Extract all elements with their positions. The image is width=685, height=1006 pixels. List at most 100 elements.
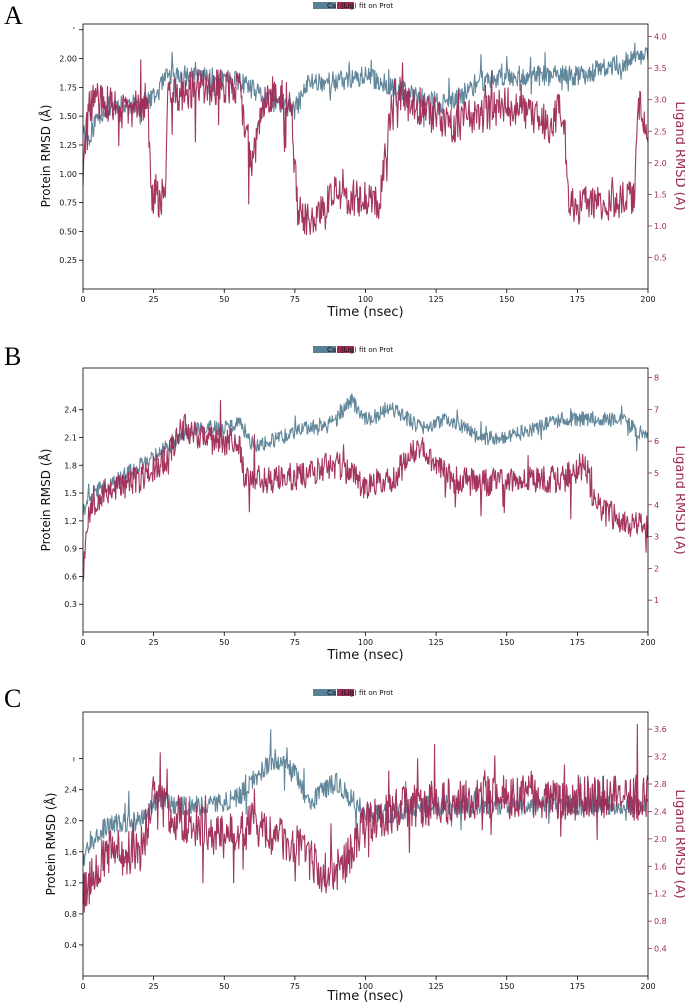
y-tick-label-left: 2.4 — [64, 786, 77, 795]
x-tick-label: 0 — [80, 295, 85, 304]
legend-label-ligand: (Lig) fit on Prot — [341, 346, 393, 354]
y-tick-label-right: 3.5 — [654, 64, 667, 73]
tick-layer: 0 25 50 75 100 125 150 175 2000.30.60.91.21.51.8… — [64, 374, 659, 647]
legend-label-ligand: (Lig) fit on Prot — [341, 689, 393, 697]
x-tick-label: 0 — [80, 638, 85, 647]
legend-label-ligand: (Lig) fit on Prot — [341, 2, 393, 10]
y-tick-label-left: 2.00 — [59, 55, 77, 64]
y-axis-label-left: Protein RMSD (Å) — [43, 793, 58, 896]
x-axis-label: Time (nsec) — [326, 648, 403, 663]
x-tick-label: 175 — [570, 638, 585, 647]
y-tick-label-right: 3 — [654, 533, 659, 542]
y-tick-label-left: 1.2 — [64, 517, 77, 526]
y-tick-label-left: 0.6 — [64, 572, 77, 581]
y-axis-label-right: Ligand RMSD (Å) — [672, 445, 685, 554]
plot-area — [82, 723, 649, 913]
y-tick-label-right: 4 — [654, 501, 659, 510]
y-axis-label-right: Ligand RMSD (Å) — [672, 789, 685, 898]
plot-frame — [82, 23, 649, 290]
y-tick-label-right: 3.2 — [654, 753, 667, 762]
legend: Ca (Lig) fit on Prot — [313, 689, 393, 697]
y-tick-label-right: 2.4 — [654, 807, 667, 816]
y-tick-label-left: 1.75 — [59, 83, 77, 92]
series-line-ligand — [82, 59, 649, 236]
y-tick-label-left: 1.5 — [64, 489, 77, 498]
y-tick-label-left: 0.8 — [64, 910, 77, 919]
x-tick-label: 100 — [358, 295, 373, 304]
legend: Ca (Lig) fit on Prot — [313, 346, 393, 354]
tick-layer: 0 25 50 75 100 125 150 175 200 0.25 0.50 0.75 1.00 1.… — [59, 26, 667, 304]
y-tick-label-right: 0.8 — [654, 917, 667, 926]
x-tick-label: 200 — [640, 295, 655, 304]
x-tick-label: 200 — [640, 638, 655, 647]
series-line-ligand — [82, 399, 649, 582]
legend-swatch-ligand — [337, 689, 354, 696]
legend-swatch-ligand — [337, 346, 354, 353]
y-tick-label-left: 1.6 — [64, 848, 77, 857]
y-tick-label-right: 7 — [654, 405, 659, 414]
y-tick-label-left: 2.1 — [64, 433, 77, 442]
y-tick-label-right: 3.0 — [654, 96, 667, 105]
legend-swatch-ligand — [337, 2, 354, 9]
x-tick-label: 75 — [290, 295, 300, 304]
y-tick-label-left: 0.50 — [59, 227, 77, 236]
y-axis-label-right: Ligand RMSD (Å) — [672, 101, 685, 210]
y-tick-label-left: 0.4 — [64, 941, 77, 950]
x-tick-label: 0 — [80, 982, 85, 991]
y-tick-label-right: 3.6 — [654, 725, 667, 734]
x-axis-label: Time (nsec) — [326, 305, 403, 320]
panel-letter-a: A — [4, 1, 23, 30]
y-tick-label-left: 1.00 — [59, 170, 77, 179]
x-tick-label: 150 — [499, 638, 514, 647]
x-tick-label: 125 — [428, 295, 443, 304]
y-axis-label-left: Protein RMSD (Å) — [38, 449, 53, 552]
x-tick-label: 200 — [640, 982, 655, 991]
legend-label-protein: Ca — [327, 689, 336, 697]
series-line-ligand — [82, 723, 649, 913]
x-tick-label: 75 — [290, 638, 300, 647]
y-tick-label-right: 8 — [654, 374, 659, 383]
y-tick-label-left: 1.50 — [59, 112, 77, 121]
y-tick-label-right: 2.0 — [654, 159, 667, 168]
panel-letter-b: B — [4, 342, 21, 371]
x-axis-label: Time (nsec) — [326, 989, 403, 1004]
panel-a: A Ca (Lig) fit on Prot 0 25 50 75 100 125 150 1… — [4, 1, 685, 320]
y-tick-label-left: 0.25 — [59, 256, 77, 265]
panel-c: C Ca (Lig) fit on Prot 0 25 50 75 100 125 150 1… — [4, 684, 685, 1004]
y-tick-label-left: 0.3 — [64, 600, 77, 609]
legend-label-protein: Ca — [327, 2, 336, 10]
y-tick-label-right: 2.8 — [654, 780, 667, 789]
y-tick-label-left: ' — [73, 26, 75, 35]
plot-area — [82, 42, 649, 236]
x-tick-label: 125 — [428, 638, 443, 647]
y-tick-label-right: 1 — [654, 596, 659, 605]
panel-b: B Ca (Lig) fit on Prot 0 25 50 75 100 125 150 1… — [4, 342, 685, 663]
legend-swatch-protein — [313, 689, 336, 696]
x-tick-label: 50 — [219, 982, 229, 991]
plot-area — [82, 393, 649, 582]
panel-letter-c: C — [4, 684, 21, 713]
y-tick-label-left: 0.9 — [64, 545, 77, 554]
y-tick-label-right: 6 — [654, 437, 659, 446]
x-tick-label: 25 — [149, 982, 159, 991]
x-tick-label: 100 — [358, 638, 373, 647]
y-tick-label-right: 0.5 — [654, 253, 667, 262]
y-tick-label-right: 1.5 — [654, 190, 667, 199]
x-tick-label: 150 — [499, 295, 514, 304]
legend-swatch-protein — [313, 2, 336, 9]
y-tick-label-right: 4.0 — [654, 33, 667, 42]
y-tick-label-right: 2.0 — [654, 835, 667, 844]
y-tick-label-right: 1.0 — [654, 222, 667, 231]
x-tick-label: 75 — [290, 982, 300, 991]
legend: Ca (Lig) fit on Prot — [313, 2, 393, 10]
tick-layer: 0 25 50 75 100 125 150 175 200 0.4 0.8 1.2 1.6 2.0 2.4… — [64, 725, 666, 991]
x-tick-label: 150 — [499, 982, 514, 991]
legend-swatch-protein — [313, 346, 336, 353]
y-tick-label-left: 1.2 — [64, 879, 77, 888]
y-tick-label-left: 2.0 — [64, 817, 77, 826]
y-tick-label-left: ı — [73, 755, 75, 764]
y-tick-label-left: 0.75 — [59, 199, 77, 208]
x-tick-label: 25 — [149, 638, 159, 647]
x-tick-label: 175 — [570, 295, 585, 304]
